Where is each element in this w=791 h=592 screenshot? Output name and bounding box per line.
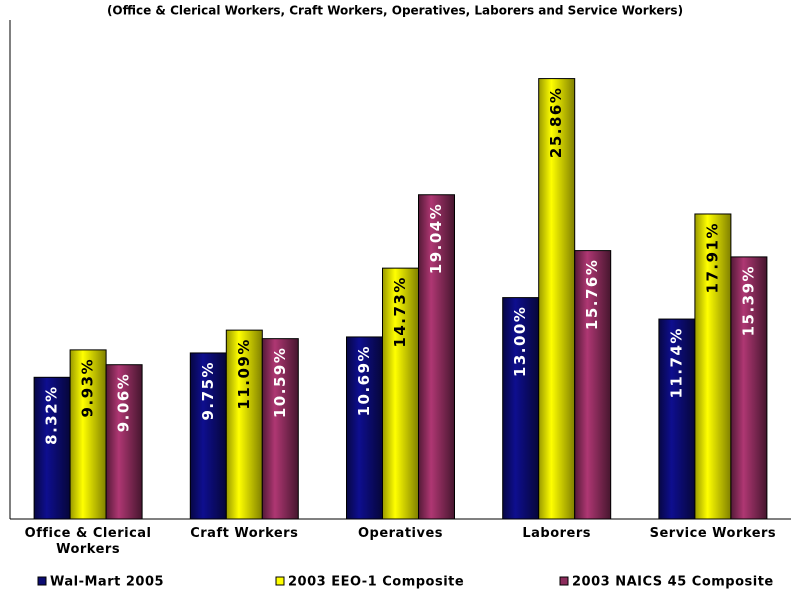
bar [730, 256, 768, 520]
bar [346, 336, 383, 520]
data-label: 19.04% [427, 203, 445, 274]
legend-swatch [559, 576, 569, 586]
data-label: 13.00% [511, 306, 529, 377]
data-label: 9.93% [79, 358, 97, 418]
x-tick-label: Office & Clerical Workers [24, 526, 152, 557]
legend-label: 2003 NAICS 45 Composite [572, 575, 774, 590]
x-tick-label: Operatives [357, 526, 444, 541]
bar [418, 194, 455, 520]
data-label: 14.73% [391, 276, 409, 347]
bar [658, 318, 696, 520]
legend-label: Wal-Mart 2005 [50, 575, 164, 590]
bar [502, 297, 540, 520]
bar [574, 250, 612, 520]
data-label: 8.32% [43, 385, 61, 445]
legend-label: 2003 EEO-1 Composite [288, 575, 464, 590]
x-tick-label: Laborers [522, 526, 592, 541]
data-label: 25.86% [547, 87, 565, 158]
bar [538, 78, 576, 520]
bar [261, 338, 299, 520]
bar [189, 352, 227, 520]
bar [33, 376, 71, 520]
legend-swatch [37, 576, 47, 586]
data-label: 9.75% [199, 361, 217, 421]
data-label: 10.69% [355, 345, 373, 416]
chart-subtitle: (Office & Clerical Workers, Craft Worker… [107, 4, 683, 18]
data-label: 10.59% [271, 347, 289, 418]
legend-swatch [275, 576, 285, 586]
data-label: 15.39% [739, 265, 757, 336]
x-tick-label: Craft Workers [190, 526, 299, 541]
bar [382, 267, 419, 520]
data-label: 11.74% [667, 327, 685, 398]
data-label: 17.91% [703, 222, 721, 293]
bar [694, 213, 732, 520]
data-label: 9.06% [115, 373, 133, 433]
data-label: 11.09% [235, 338, 253, 409]
x-tick-label: Service Workers [649, 526, 777, 541]
bar [69, 349, 107, 520]
data-label: 15.76% [583, 259, 601, 330]
bar [105, 364, 143, 520]
